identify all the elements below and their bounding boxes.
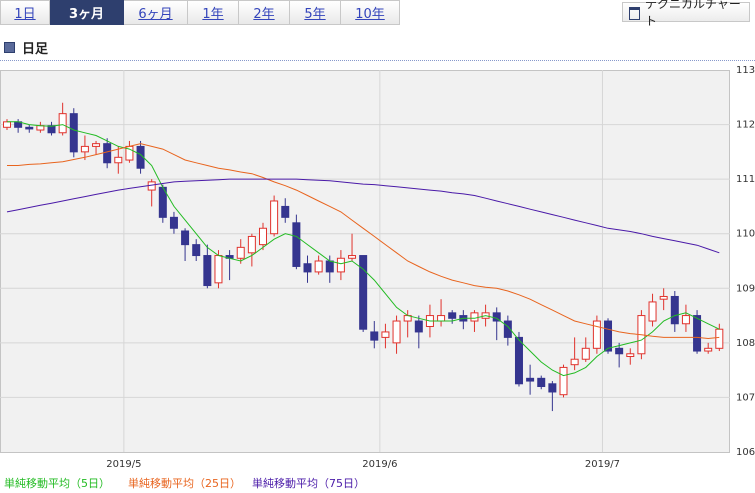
candle-body — [659, 295, 668, 300]
candle-body — [281, 205, 290, 218]
divider — [0, 60, 755, 61]
candle-body — [314, 260, 323, 273]
candle-body — [437, 315, 446, 322]
candle-body — [80, 145, 89, 153]
y-tick-label: 110 — [736, 229, 755, 240]
candle-body — [626, 353, 635, 357]
candle-body — [181, 230, 190, 246]
y-tick-label: 107 — [736, 392, 755, 403]
candle-body — [103, 143, 112, 164]
legend-entry: 単純移動平均（75日） — [252, 476, 365, 490]
candle-body — [325, 260, 334, 273]
candle-body — [270, 200, 279, 235]
period-tab[interactable]: 2年 — [239, 0, 290, 25]
moving-average-line — [7, 121, 720, 377]
candle-body — [192, 244, 201, 257]
y-tick-label: 111 — [736, 174, 755, 185]
candle-body — [114, 156, 123, 164]
candle-body — [503, 320, 512, 338]
period-tab[interactable]: 1年 — [188, 0, 239, 25]
candle-body — [392, 320, 401, 344]
period-tab[interactable]: 5年 — [290, 0, 341, 25]
candle-body — [448, 312, 457, 319]
legend-entry: 単純移動平均（5日） — [4, 476, 110, 490]
candle-body — [370, 331, 379, 341]
candle-body — [3, 121, 11, 128]
candle-body — [704, 347, 713, 352]
candle-body — [715, 328, 724, 349]
y-tick-label: 106 — [736, 447, 755, 458]
moving-average-line — [7, 143, 720, 340]
candle-body — [514, 336, 523, 385]
candle-body — [381, 331, 390, 338]
period-tab[interactable]: 6ヶ月 — [124, 0, 188, 25]
candle-body — [359, 255, 368, 330]
candle-body — [169, 216, 178, 229]
candle-body — [615, 347, 624, 355]
candle-body — [548, 383, 557, 393]
candle-body — [292, 222, 301, 267]
legend-entry: 単純移動平均（25日） — [128, 476, 241, 490]
candle-body — [693, 315, 702, 352]
candle-body — [92, 143, 101, 147]
candle-body — [36, 125, 45, 131]
candle-body — [414, 320, 423, 333]
candle-body — [303, 263, 312, 273]
y-tick-label: 108 — [736, 338, 755, 349]
candle-body — [670, 295, 679, 325]
period-tab[interactable]: 3ヶ月 — [50, 0, 124, 25]
x-tick-label: 2019/7 — [585, 459, 620, 470]
x-tick-label: 2019/6 — [362, 459, 397, 470]
y-tick-label: 109 — [736, 283, 755, 294]
candle-body — [258, 227, 267, 246]
period-tab[interactable]: 10年 — [341, 0, 400, 25]
candle-body — [526, 377, 535, 382]
candle-body — [203, 255, 212, 287]
candle-body — [69, 113, 78, 153]
candle-body — [236, 246, 245, 259]
section-title: 日足 — [4, 38, 48, 57]
candle-body — [537, 377, 546, 388]
candle-body — [336, 257, 345, 273]
candle-body — [58, 113, 67, 134]
x-tick-label: 2019/5 — [106, 459, 141, 470]
candle-body — [604, 320, 613, 352]
candle-body — [47, 125, 56, 134]
moving-average-line — [6, 178, 720, 254]
candle-body — [25, 126, 34, 130]
y-tick-label: 113 — [736, 65, 755, 76]
period-tabs: 1日 3ヶ月 6ヶ月 1年 2年 5年 10年 — [0, 0, 400, 25]
candle-body — [681, 315, 690, 325]
candle-body — [492, 312, 501, 322]
candle-body — [570, 358, 579, 366]
y-tick-label: 112 — [736, 120, 755, 131]
candle-body — [592, 320, 601, 349]
period-tab[interactable]: 1日 — [0, 0, 50, 25]
candle-body — [348, 255, 357, 259]
candle-body — [648, 301, 657, 322]
candle-body — [247, 235, 256, 254]
candle-body — [559, 366, 568, 396]
candle-body — [214, 255, 223, 284]
candle-body — [581, 347, 590, 360]
candle-body — [470, 312, 479, 322]
